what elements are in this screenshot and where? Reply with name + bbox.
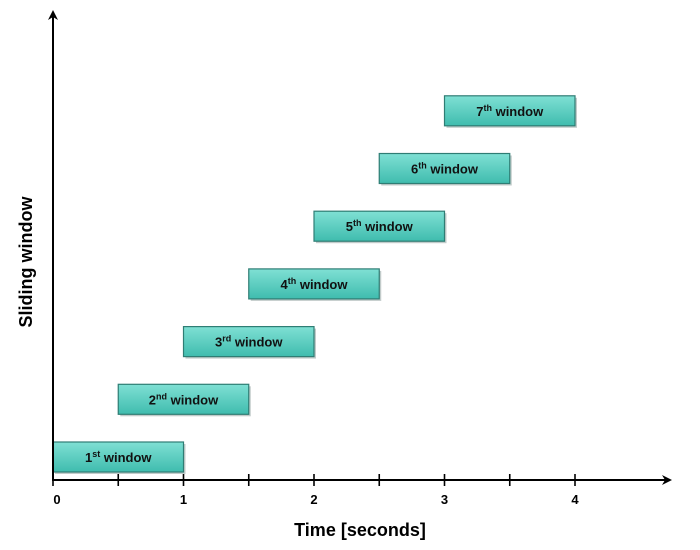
- window-label-7: 7th window: [476, 103, 544, 119]
- window-label-1: 1st window: [85, 449, 152, 465]
- window-bar-rect-6: [378, 152, 511, 185]
- window-bar-2: 2nd window: [117, 383, 251, 417]
- y-axis-title: Sliding window: [16, 196, 36, 328]
- window-bar-5: 5th window: [313, 210, 447, 244]
- x-tick-label-2: 2: [310, 492, 317, 507]
- window-bar-6: 6th window: [378, 152, 512, 186]
- window-bar-7: 7th window: [443, 95, 577, 128]
- window-bar-4: 4th window: [248, 268, 382, 301]
- window-bar-rect-5: [313, 210, 446, 242]
- x-tick-label-3: 3: [441, 492, 448, 507]
- window-label-3: 3rd window: [215, 334, 283, 350]
- x-axis-title: Time [seconds]: [294, 520, 426, 540]
- x-tick-label-1: 1: [180, 492, 187, 507]
- window-label-6: 6th window: [411, 161, 479, 177]
- x-tick-labels: 0 1 2 3 4: [53, 492, 579, 507]
- x-ticks: [52, 474, 576, 486]
- window-bar-1: 1st window: [52, 441, 186, 474]
- window-label-2: 2nd window: [149, 391, 219, 407]
- window-label-4: 4th window: [280, 276, 348, 292]
- window-bar-rect-7: [443, 95, 576, 127]
- x-tick-label-4: 4: [571, 492, 579, 507]
- window-bar-rect-4: [248, 268, 380, 300]
- window-bar-rect-3: [182, 326, 315, 358]
- window-label-5: 5th window: [346, 218, 414, 234]
- windows-layer: 1st window 2nd window 3rd window 4th window…: [52, 95, 577, 474]
- window-bar-3: 3rd window: [182, 326, 316, 359]
- window-bar-rect-1: [52, 441, 185, 473]
- window-bar-rect-2: [117, 383, 250, 415]
- x-tick-label-0: 0: [53, 492, 60, 507]
